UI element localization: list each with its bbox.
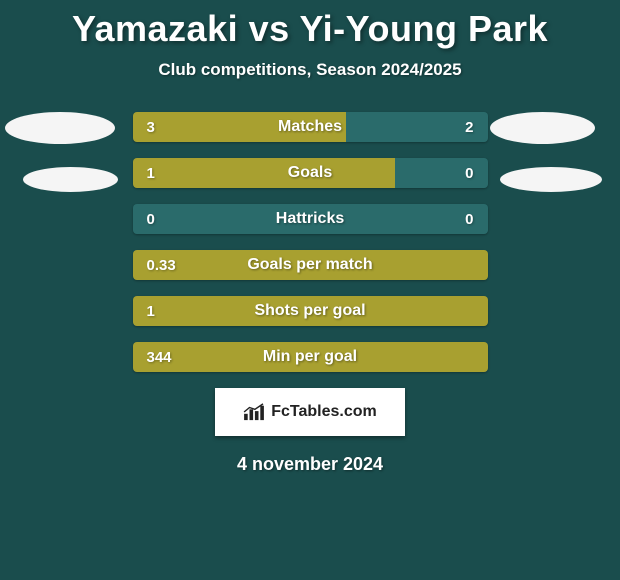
stat-right-value: 0 xyxy=(465,211,473,228)
stat-row: 1 Goals 0 xyxy=(133,158,488,188)
source-badge: FcTables.com xyxy=(215,388,405,436)
player-oval-2 xyxy=(490,112,595,144)
stat-label: Min per goal xyxy=(263,348,357,366)
stat-right-value: 2 xyxy=(465,119,473,136)
stat-right-value: 0 xyxy=(465,165,473,182)
page-title: Yamazaki vs Yi-Young Park xyxy=(0,0,620,50)
player-oval-3 xyxy=(500,167,602,192)
stat-label: Hattricks xyxy=(276,210,344,228)
stat-row: 344 Min per goal xyxy=(133,342,488,372)
stat-label: Shots per goal xyxy=(254,302,365,320)
stat-left-value: 1 xyxy=(147,303,155,320)
stat-left-value: 344 xyxy=(147,349,172,366)
player-oval-1 xyxy=(23,167,118,192)
stat-label: Goals xyxy=(288,164,332,182)
stat-row: 0 Hattricks 0 xyxy=(133,204,488,234)
subtitle: Club competitions, Season 2024/2025 xyxy=(0,60,620,80)
stat-row: 1 Shots per goal xyxy=(133,296,488,326)
stat-label: Matches xyxy=(278,118,342,136)
stat-row: 3 Matches 2 xyxy=(133,112,488,142)
badge-text: FcTables.com xyxy=(271,403,377,421)
player-oval-0 xyxy=(5,112,115,144)
stat-left-value: 3 xyxy=(147,119,155,136)
stat-row: 0.33 Goals per match xyxy=(133,250,488,280)
stat-left-value: 0 xyxy=(147,211,155,228)
date-text: 4 november 2024 xyxy=(0,454,620,475)
chart-area: 3 Matches 2 1 Goals 0 0 Hattricks 0 0.33 Goals per… xyxy=(0,112,620,475)
stat-left-value: 1 xyxy=(147,165,155,182)
stat-left-value: 0.33 xyxy=(147,257,176,274)
stat-bars: 3 Matches 2 1 Goals 0 0 Hattricks 0 0.33 Goals per… xyxy=(133,112,488,372)
stat-label: Goals per match xyxy=(247,256,372,274)
chart-icon xyxy=(243,403,265,421)
